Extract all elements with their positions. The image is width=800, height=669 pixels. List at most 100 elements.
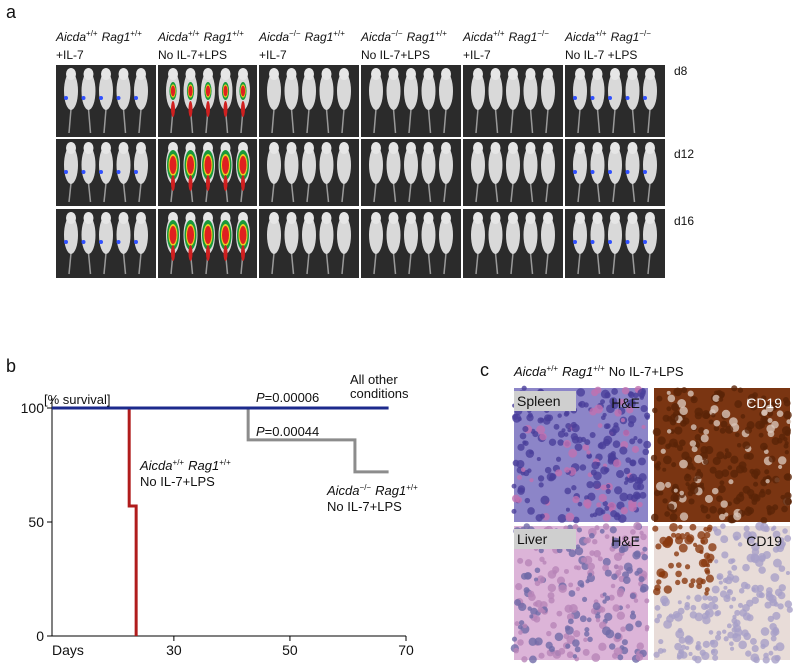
signal xyxy=(608,240,612,244)
signal xyxy=(241,245,245,261)
cell xyxy=(582,443,590,451)
cell xyxy=(734,400,743,409)
stain-label: CD19 xyxy=(746,533,782,549)
cell xyxy=(716,495,723,503)
mouse-tail xyxy=(373,108,377,134)
treatment-label: +IL-7 xyxy=(56,48,84,62)
signal xyxy=(169,226,177,244)
cell xyxy=(786,419,792,425)
cell xyxy=(694,454,703,464)
cell xyxy=(694,655,702,664)
cell xyxy=(681,387,688,394)
cell xyxy=(728,558,735,565)
cell xyxy=(640,404,648,413)
cell xyxy=(731,385,738,392)
mouse-body xyxy=(302,146,316,184)
cell xyxy=(760,638,770,648)
mouse-tail xyxy=(647,108,651,134)
mouse-head xyxy=(610,142,620,154)
cell xyxy=(782,396,789,404)
cell xyxy=(596,461,601,467)
gene: Rag1 xyxy=(188,458,219,473)
cell xyxy=(583,499,592,508)
cell xyxy=(690,604,697,611)
cell xyxy=(539,513,545,519)
cell xyxy=(547,592,555,600)
superscript: −/− xyxy=(537,29,549,38)
cell xyxy=(577,501,583,507)
cell xyxy=(537,606,544,613)
signal xyxy=(222,226,229,244)
cell xyxy=(671,532,677,538)
mouse-body xyxy=(134,146,148,184)
cell xyxy=(576,436,583,444)
cell xyxy=(731,575,740,583)
cell xyxy=(731,596,737,602)
cell xyxy=(776,544,785,553)
cell xyxy=(621,386,630,395)
mouse-head xyxy=(238,68,248,80)
day-label: d8 xyxy=(674,64,688,78)
signal xyxy=(625,96,630,100)
cell xyxy=(574,546,584,556)
cell xyxy=(674,533,682,540)
mouse-head xyxy=(490,142,501,154)
cell xyxy=(520,572,528,580)
cell xyxy=(537,475,545,482)
mouse-tail xyxy=(392,108,397,134)
mouse-body xyxy=(608,72,622,110)
cell xyxy=(557,413,562,418)
signal xyxy=(81,170,86,174)
cell xyxy=(619,492,629,502)
cell xyxy=(623,562,633,572)
cell xyxy=(753,481,759,487)
mouse-body xyxy=(488,216,503,254)
cell xyxy=(566,651,574,659)
cell xyxy=(662,498,668,504)
cell xyxy=(555,456,562,462)
mouse-tail xyxy=(87,108,92,134)
cell xyxy=(680,419,687,427)
cell xyxy=(766,505,772,511)
mouse-head xyxy=(441,212,451,224)
mouse-head xyxy=(83,142,94,154)
genotype-label: Aicda+/+ Rag1+/+ xyxy=(55,29,142,44)
cell xyxy=(611,652,618,659)
treatment-label: No IL-7+LPS xyxy=(361,48,430,62)
cell xyxy=(765,479,770,484)
mouse-head xyxy=(508,142,518,154)
mouse-tail xyxy=(68,252,72,275)
cell xyxy=(772,626,779,634)
cell xyxy=(640,533,647,541)
cell xyxy=(598,493,607,503)
mouse-body xyxy=(421,146,436,184)
mouse-head xyxy=(543,212,553,224)
cell xyxy=(780,494,786,500)
mouse-body xyxy=(643,72,657,110)
signal xyxy=(643,96,647,100)
cell xyxy=(700,578,706,585)
signal xyxy=(116,170,121,174)
cell xyxy=(738,640,747,650)
cell xyxy=(592,480,602,489)
cell xyxy=(572,639,580,647)
cell xyxy=(587,636,593,643)
cell xyxy=(636,642,645,650)
cell xyxy=(700,434,709,443)
cell xyxy=(563,432,569,437)
mouse-tail xyxy=(103,182,107,203)
cell xyxy=(763,449,769,455)
mouse-body xyxy=(81,146,96,184)
cell xyxy=(623,467,631,475)
cell xyxy=(765,587,773,594)
cell xyxy=(759,442,768,451)
cell xyxy=(783,436,788,442)
mouse-tail xyxy=(122,182,127,203)
cell xyxy=(565,507,570,512)
cell xyxy=(653,651,660,658)
cell xyxy=(771,437,780,446)
cell xyxy=(662,540,669,548)
cell xyxy=(729,641,734,647)
cell xyxy=(637,438,643,444)
cell xyxy=(716,630,722,636)
